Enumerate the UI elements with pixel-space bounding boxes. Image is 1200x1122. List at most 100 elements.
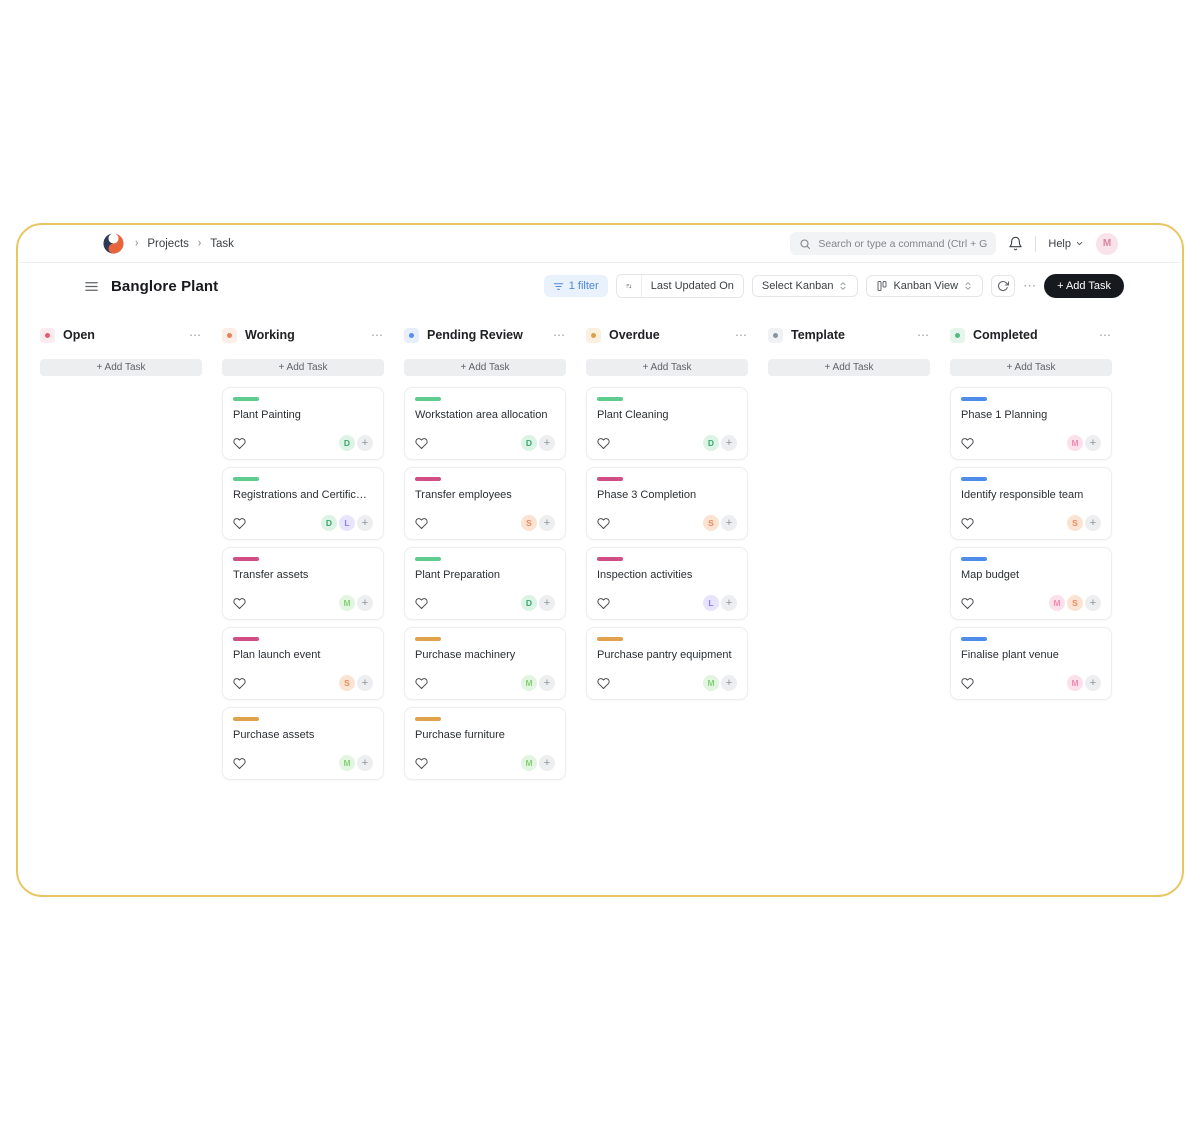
search-input[interactable]	[818, 237, 988, 250]
add-assignee-button[interactable]: +	[539, 515, 555, 531]
add-assignee-button[interactable]: +	[357, 675, 373, 691]
task-card[interactable]: Inspection activities L +	[586, 547, 748, 620]
view-select[interactable]: Kanban View	[866, 275, 984, 297]
assignee-badge-s[interactable]: S	[521, 515, 537, 531]
favorite-heart-icon[interactable]	[597, 437, 610, 450]
assignee-badge-l[interactable]: L	[339, 515, 355, 531]
task-card[interactable]: Transfer assets M +	[222, 547, 384, 620]
task-card[interactable]: Phase 1 Planning M +	[950, 387, 1112, 460]
favorite-heart-icon[interactable]	[415, 437, 428, 450]
column-add-task-button[interactable]: + Add Task	[950, 359, 1112, 376]
favorite-heart-icon[interactable]	[415, 597, 428, 610]
add-assignee-button[interactable]: +	[721, 515, 737, 531]
favorite-heart-icon[interactable]	[233, 517, 246, 530]
app-logo-icon[interactable]	[102, 232, 125, 255]
favorite-heart-icon[interactable]	[961, 517, 974, 530]
sort-field-button[interactable]: Last Updated On	[640, 275, 743, 297]
column-add-task-button[interactable]: + Add Task	[768, 359, 930, 376]
column-menu-button[interactable]: ⋯	[1099, 328, 1112, 342]
add-assignee-button[interactable]: +	[539, 755, 555, 771]
task-card[interactable]: Finalise plant venue M +	[950, 627, 1112, 700]
assignee-badge-m[interactable]: M	[521, 675, 537, 691]
favorite-heart-icon[interactable]	[233, 757, 246, 770]
favorite-heart-icon[interactable]	[233, 437, 246, 450]
task-card[interactable]: Purchase pantry equipment M +	[586, 627, 748, 700]
breadcrumb-projects[interactable]: Projects	[147, 237, 189, 250]
add-assignee-button[interactable]: +	[357, 595, 373, 611]
assignee-badge-d[interactable]: D	[339, 435, 355, 451]
more-options-button[interactable]: ⋯	[1023, 278, 1037, 293]
assignee-badge-d[interactable]: D	[521, 435, 537, 451]
add-assignee-button[interactable]: +	[539, 675, 555, 691]
add-assignee-button[interactable]: +	[1085, 515, 1101, 531]
task-card[interactable]: Purchase furniture M +	[404, 707, 566, 780]
add-assignee-button[interactable]: +	[721, 595, 737, 611]
user-avatar[interactable]: M	[1096, 232, 1118, 255]
favorite-heart-icon[interactable]	[233, 597, 246, 610]
column-add-task-button[interactable]: + Add Task	[222, 359, 384, 376]
assignee-badge-d[interactable]: D	[703, 435, 719, 451]
assignee-badge-m[interactable]: M	[1049, 595, 1065, 611]
favorite-heart-icon[interactable]	[415, 517, 428, 530]
search-box[interactable]	[790, 232, 997, 255]
favorite-heart-icon[interactable]	[415, 677, 428, 690]
filter-button[interactable]: 1 filter	[543, 275, 608, 297]
add-assignee-button[interactable]: +	[1085, 675, 1101, 691]
assignee-badge-s[interactable]: S	[1067, 595, 1083, 611]
help-menu[interactable]: Help	[1048, 238, 1084, 250]
favorite-heart-icon[interactable]	[415, 757, 428, 770]
add-assignee-button[interactable]: +	[357, 435, 373, 451]
assignee-badge-m[interactable]: M	[339, 595, 355, 611]
column-add-task-button[interactable]: + Add Task	[40, 359, 202, 376]
breadcrumb-task[interactable]: Task	[210, 237, 234, 250]
assignee-badge-s[interactable]: S	[339, 675, 355, 691]
task-card[interactable]: Transfer employees S +	[404, 467, 566, 540]
favorite-heart-icon[interactable]	[597, 597, 610, 610]
column-add-task-button[interactable]: + Add Task	[404, 359, 566, 376]
assignee-badge-m[interactable]: M	[1067, 435, 1083, 451]
notifications-bell-icon[interactable]	[1008, 236, 1023, 251]
column-menu-button[interactable]: ⋯	[189, 328, 202, 342]
task-card[interactable]: Workstation area allocation D +	[404, 387, 566, 460]
assignee-badge-d[interactable]: D	[521, 595, 537, 611]
task-card[interactable]: Plant Preparation D +	[404, 547, 566, 620]
add-assignee-button[interactable]: +	[1085, 435, 1101, 451]
add-assignee-button[interactable]: +	[721, 675, 737, 691]
favorite-heart-icon[interactable]	[597, 517, 610, 530]
column-menu-button[interactable]: ⋯	[917, 328, 930, 342]
favorite-heart-icon[interactable]	[961, 437, 974, 450]
assignee-badge-m[interactable]: M	[339, 755, 355, 771]
menu-icon[interactable]	[84, 279, 99, 294]
add-assignee-button[interactable]: +	[721, 435, 737, 451]
favorite-heart-icon[interactable]	[597, 677, 610, 690]
task-card[interactable]: Phase 3 Completion S +	[586, 467, 748, 540]
assignee-badge-s[interactable]: S	[703, 515, 719, 531]
assignee-badge-m[interactable]: M	[703, 675, 719, 691]
add-assignee-button[interactable]: +	[539, 595, 555, 611]
assignee-badge-d[interactable]: D	[321, 515, 337, 531]
task-card[interactable]: Plant Cleaning D +	[586, 387, 748, 460]
task-card[interactable]: Registrations and Certificati... D L +	[222, 467, 384, 540]
add-assignee-button[interactable]: +	[357, 515, 373, 531]
kanban-select[interactable]: Select Kanban	[751, 275, 859, 297]
assignee-badge-l[interactable]: L	[703, 595, 719, 611]
task-card[interactable]: Purchase machinery M +	[404, 627, 566, 700]
add-assignee-button[interactable]: +	[357, 755, 373, 771]
add-assignee-button[interactable]: +	[1085, 595, 1101, 611]
favorite-heart-icon[interactable]	[961, 677, 974, 690]
assignee-badge-m[interactable]: M	[521, 755, 537, 771]
favorite-heart-icon[interactable]	[233, 677, 246, 690]
add-assignee-button[interactable]: +	[539, 435, 555, 451]
refresh-button[interactable]	[991, 275, 1016, 297]
task-card[interactable]: Plant Painting D +	[222, 387, 384, 460]
task-card[interactable]: Plan launch event S +	[222, 627, 384, 700]
assignee-badge-m[interactable]: M	[1067, 675, 1083, 691]
column-menu-button[interactable]: ⋯	[735, 328, 748, 342]
add-task-button[interactable]: + Add Task	[1044, 274, 1124, 298]
column-menu-button[interactable]: ⋯	[371, 328, 384, 342]
column-add-task-button[interactable]: + Add Task	[586, 359, 748, 376]
column-menu-button[interactable]: ⋯	[553, 328, 566, 342]
task-card[interactable]: Map budget M S +	[950, 547, 1112, 620]
sort-direction-button[interactable]	[616, 275, 641, 297]
task-card[interactable]: Identify responsible team S +	[950, 467, 1112, 540]
